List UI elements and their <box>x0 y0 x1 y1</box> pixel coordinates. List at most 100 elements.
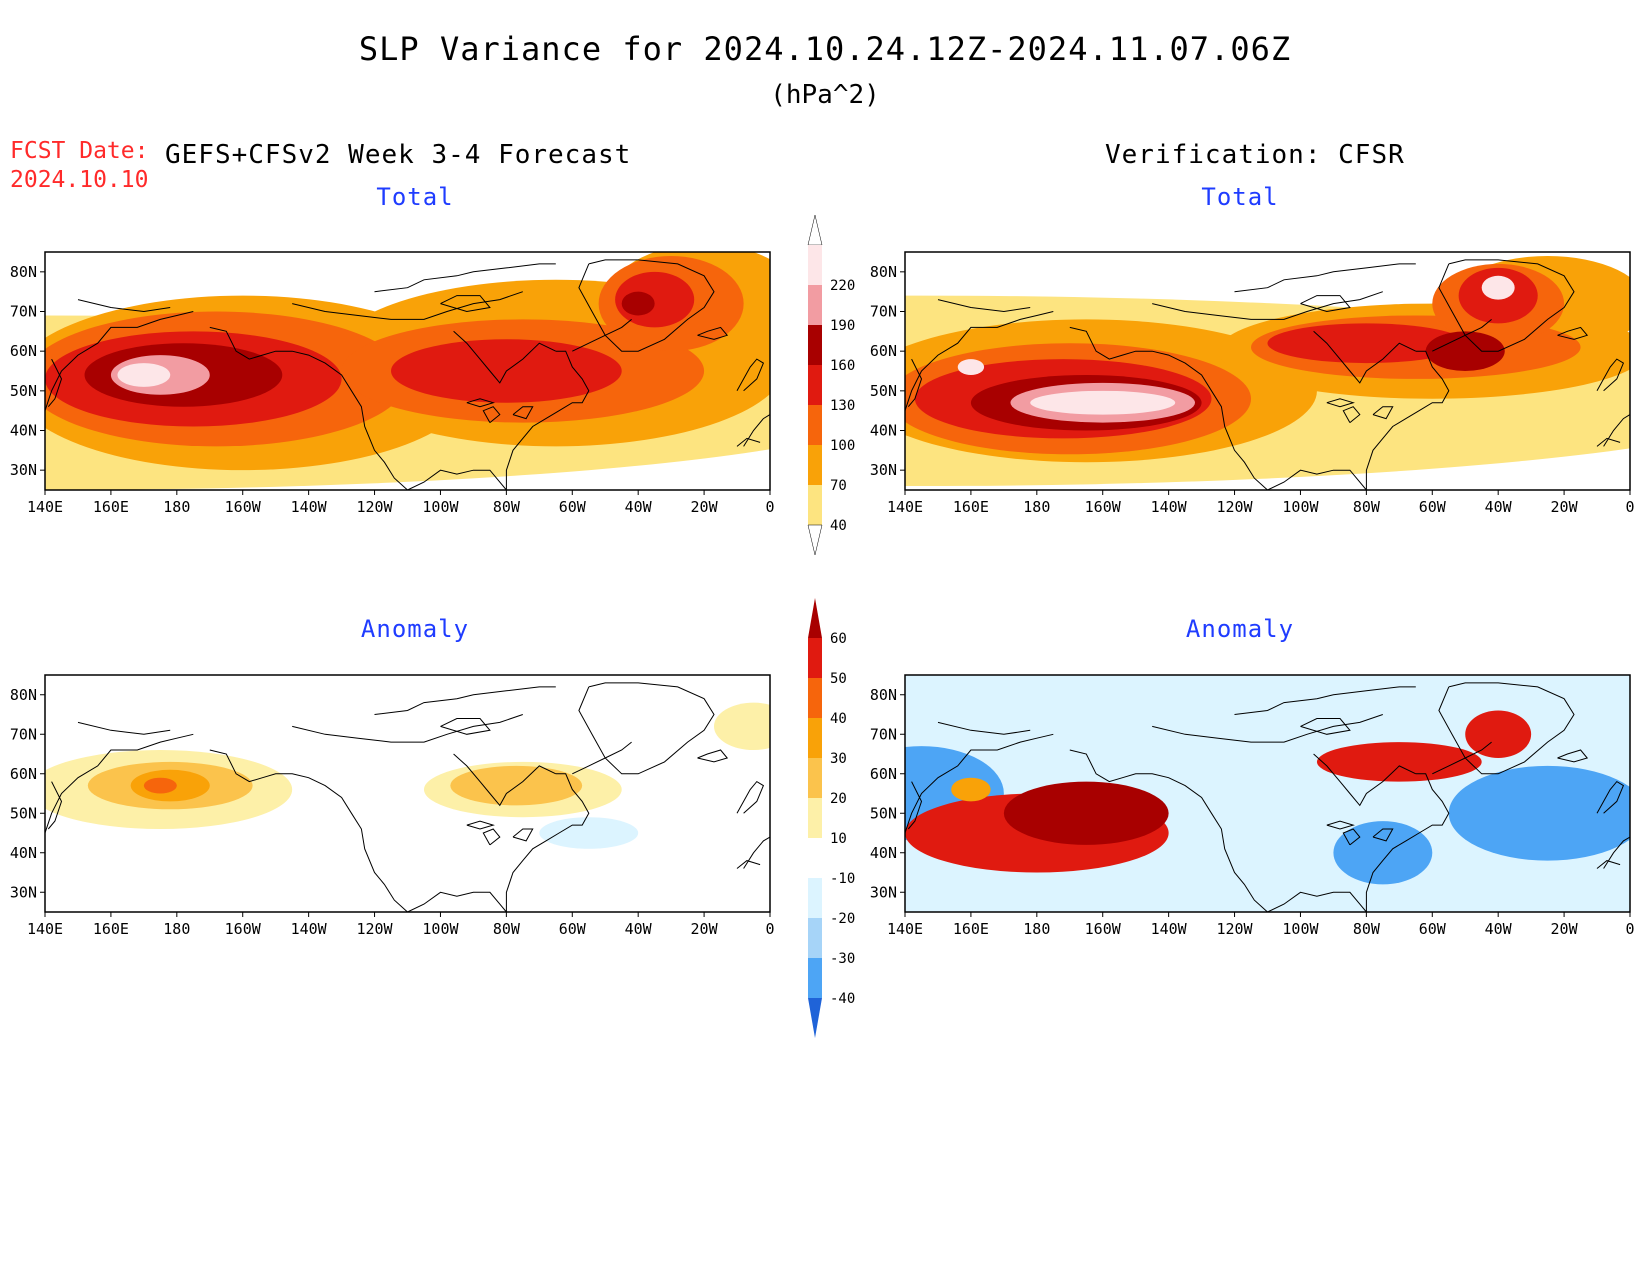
shaded-region <box>951 777 991 802</box>
colorbar-arrow-bottom <box>807 524 823 556</box>
forecast-column-title: GEFS+CFSv2 Week 3-4 Forecast <box>165 140 632 170</box>
colorbar-segment <box>808 718 822 758</box>
shaded-region <box>621 291 655 316</box>
lon-tick-label: 40W <box>625 920 653 938</box>
lat-tick-label: 40N <box>870 844 897 862</box>
shaded-region <box>1267 323 1466 364</box>
colorbar-segment <box>808 958 822 998</box>
colorbar-tick-label: 220 <box>830 278 855 294</box>
coastline <box>1372 828 1394 842</box>
lon-tick-label: 140W <box>1151 498 1188 516</box>
colorbar-tick-label: 50 <box>830 671 847 687</box>
colorbar-segment <box>808 798 822 838</box>
shading-layer <box>45 252 770 490</box>
coastline <box>1326 398 1355 408</box>
coastline <box>466 820 495 830</box>
colorbar-segment <box>808 325 822 365</box>
lat-tick-label: 40N <box>870 422 897 440</box>
lat-tick-label: 40N <box>10 844 37 862</box>
shaded-region <box>117 363 171 387</box>
coastline-layer <box>905 259 1630 490</box>
coastline <box>1300 718 1351 735</box>
lat-tick-label: 30N <box>10 883 37 901</box>
lon-tick-label: 100W <box>1282 920 1319 938</box>
lat-tick-label: 80N <box>10 686 37 704</box>
shaded-region <box>539 817 639 849</box>
lon-tick-label: 120W <box>356 498 393 516</box>
coastline <box>407 891 507 912</box>
colorbar-segment <box>808 245 822 285</box>
lon-tick-label: 140W <box>1151 920 1188 938</box>
colorbar-segment <box>808 678 822 718</box>
coastline <box>1069 326 1268 490</box>
lon-tick-label: 160E <box>953 498 989 516</box>
coastline <box>77 721 171 735</box>
lon-tick-label: 60W <box>1419 920 1447 938</box>
colorbar-tick-label: -20 <box>830 911 855 927</box>
lat-tick-label: 80N <box>10 263 37 281</box>
colorbar-tick-label: -10 <box>830 871 855 887</box>
colorbar-segment <box>808 838 822 878</box>
colorbar-tick-label: 40 <box>830 518 847 534</box>
shaded-region <box>143 777 177 794</box>
coastline <box>1267 891 1367 912</box>
colorbar-segment <box>808 485 822 525</box>
coastline <box>512 828 534 842</box>
coastline <box>505 773 590 912</box>
lon-tick-label: 180 <box>163 498 190 516</box>
shaded-region <box>1465 710 1532 758</box>
colorbar-arrow-top <box>808 598 822 638</box>
coastline <box>736 358 765 392</box>
coastline <box>45 733 194 834</box>
lon-tick-label: 140E <box>887 498 923 516</box>
coastline <box>1152 714 1383 743</box>
lon-tick-label: 20W <box>691 920 719 938</box>
lat-tick-label: 30N <box>870 461 897 479</box>
map-panel-verification-anomaly: 140E 160E 180 160W 140W 120W 100W 80W 60W 40W 20W 0… <box>870 674 1635 938</box>
coastline <box>1326 820 1355 830</box>
coastline <box>1342 406 1361 423</box>
units-label: (hPa^2) <box>770 80 880 110</box>
verification-column-title: Verification: CFSR <box>1105 140 1405 170</box>
lon-tick-label: 140E <box>27 920 63 938</box>
colorbar-segment <box>808 285 822 325</box>
forecast-date-value: 2024.10.10 <box>10 167 149 193</box>
lon-tick-label: 40W <box>1485 920 1513 938</box>
coastline <box>905 311 1054 411</box>
coastline <box>482 406 501 423</box>
coastline <box>482 828 501 846</box>
colorbar-tick-label: 100 <box>830 438 855 454</box>
colorbar-tick-label: 160 <box>830 358 855 374</box>
colorbar-segment <box>808 758 822 798</box>
lon-tick-label: 180 <box>1023 498 1050 516</box>
coastline <box>1596 358 1625 392</box>
coastline <box>1300 295 1351 313</box>
lon-tick-label: 160W <box>1085 498 1122 516</box>
coastline <box>937 721 1031 735</box>
colorbar-tick-label: 40 <box>830 711 847 727</box>
colorbar-segment <box>808 445 822 485</box>
lon-tick-label: 40W <box>1485 498 1513 516</box>
lon-tick-label: 160W <box>225 920 262 938</box>
lon-tick-label: 160E <box>93 498 129 516</box>
lon-tick-label: 180 <box>163 920 190 938</box>
coastline <box>47 358 63 408</box>
lon-tick-label: 20W <box>1551 920 1579 938</box>
coastline <box>578 682 715 775</box>
coastline <box>440 718 491 735</box>
coastline <box>1557 749 1589 763</box>
lon-tick-label: 0 <box>765 920 774 938</box>
coastline <box>907 358 923 408</box>
coastline <box>77 299 171 313</box>
coastline-layer <box>905 682 1630 912</box>
coastline <box>209 749 408 912</box>
map-frame <box>44 674 771 913</box>
map-panel-verification-total: 140E 160E 180 160W 140W 120W 100W 80W 60W 40W 20W 0… <box>870 251 1635 516</box>
coastline <box>937 299 1031 313</box>
lon-tick-label: 100W <box>422 920 459 938</box>
lon-tick-label: 20W <box>1551 498 1579 516</box>
panel-title-verification-anomaly: Anomaly <box>1185 615 1295 643</box>
coastline <box>736 437 761 447</box>
lon-tick-label: 20W <box>691 498 719 516</box>
lon-tick-label: 160W <box>225 498 262 516</box>
